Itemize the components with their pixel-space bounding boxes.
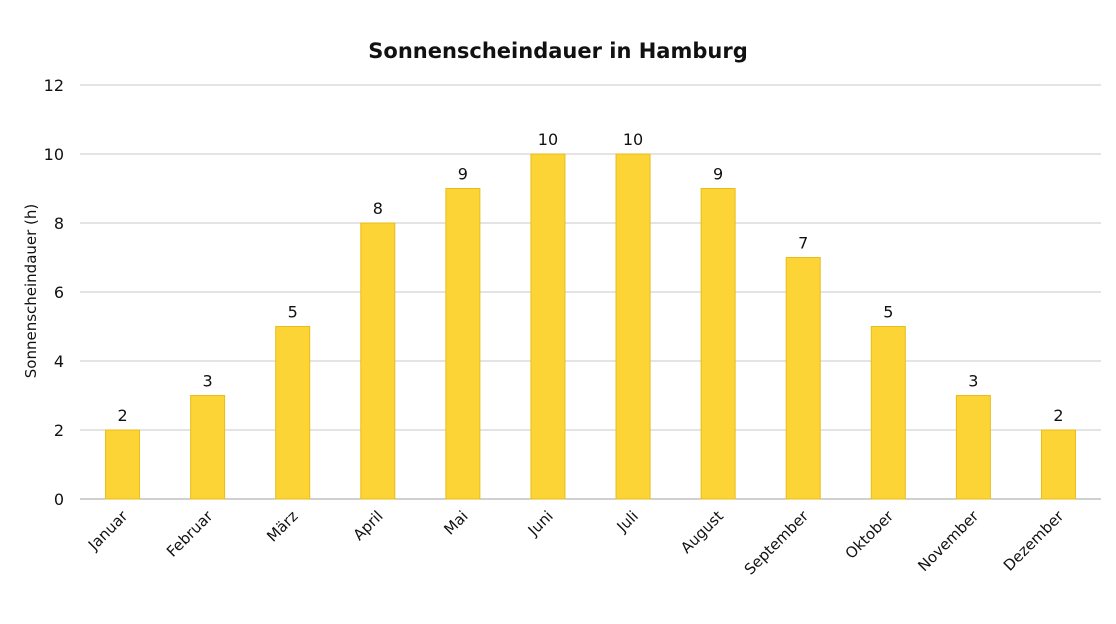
x-tick-label: August [677,507,727,557]
x-tick-label: Juli [613,507,642,536]
data-label: 3 [968,372,978,391]
bar [615,153,651,500]
data-label: 5 [288,303,298,322]
x-tick-label: März [263,507,301,545]
data-label: 8 [373,199,383,218]
y-tick-label: 12 [44,76,64,95]
bars [105,153,1076,500]
data-label: 9 [458,165,468,184]
y-tick-label: 8 [54,214,64,233]
bar [190,395,226,500]
y-tick-label: 6 [54,283,64,302]
x-tick-label: November [914,507,982,575]
x-axis-ticks: Januar Februar März April Mai Juni Juli August S… [84,507,1068,579]
x-tick-label: Juni [524,507,557,540]
y-tick-label: 0 [54,490,64,509]
x-tick-label: Oktober [842,507,898,563]
y-tick-label: 4 [54,352,64,371]
x-tick-label: April [350,507,387,544]
x-tick-label: Dezember [1000,507,1068,575]
bar [445,188,481,500]
chart-title: Sonnenscheindauer in Hamburg [368,39,747,63]
data-label: 10 [538,130,558,149]
y-axis-label: Sonnenscheindauer (h) [22,204,40,379]
x-tick-label: Januar [84,507,132,555]
bar [1040,429,1076,500]
bar [700,188,736,500]
data-label: 5 [883,303,893,322]
bar [955,395,991,500]
x-tick-label: Februar [163,507,217,561]
data-label: 2 [117,406,127,425]
data-label: 3 [203,372,213,391]
x-tick-label: September [741,507,813,579]
data-labels: 2 3 5 8 9 10 10 9 7 5 3 2 [117,130,1063,425]
y-axis-ticks: 0 2 4 6 8 10 12 [44,76,64,509]
gridlines [80,84,1101,500]
bar [785,257,821,500]
y-tick-label: 10 [44,145,64,164]
y-tick-label: 2 [54,421,64,440]
data-label: 10 [623,130,643,149]
data-label: 9 [713,165,723,184]
data-label: 2 [1053,406,1063,425]
bar [105,429,141,500]
data-label: 7 [798,234,808,253]
x-tick-label: Mai [440,507,471,538]
bar [870,326,906,500]
bar [530,153,566,500]
bar [275,326,311,500]
bar [360,222,396,500]
